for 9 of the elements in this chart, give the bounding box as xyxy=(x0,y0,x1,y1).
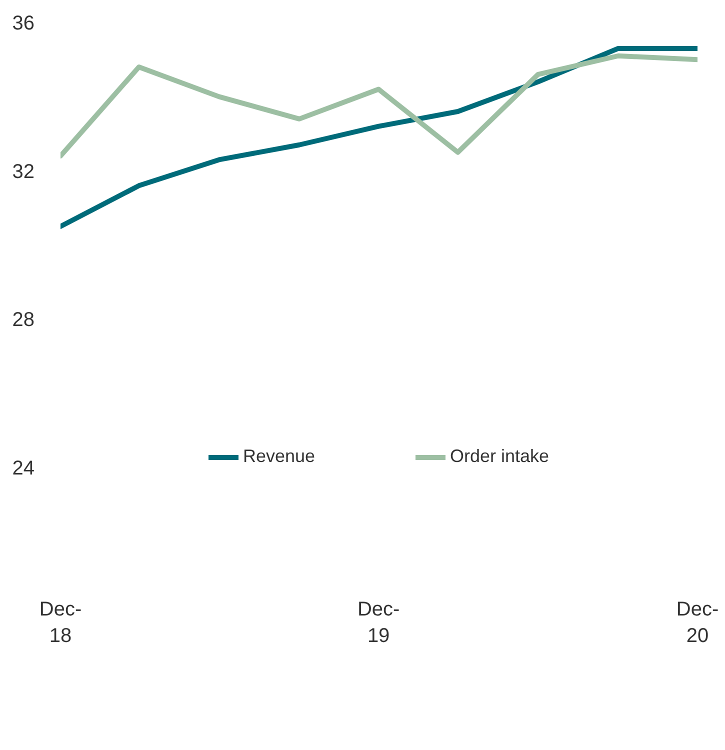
x-tick-label: Dec-19 xyxy=(357,598,400,647)
y-tick-label: 36 xyxy=(12,12,35,34)
y-tick-label: 24 xyxy=(12,458,35,480)
legend-label: Order intake xyxy=(450,446,550,467)
x-tick-label: Dec-20 xyxy=(676,598,719,647)
y-tick-label: 32 xyxy=(12,160,35,183)
y-tick-label: 28 xyxy=(12,309,35,332)
legend-label: Revenue xyxy=(242,446,316,467)
x-tick-label: Dec-18 xyxy=(39,598,82,647)
